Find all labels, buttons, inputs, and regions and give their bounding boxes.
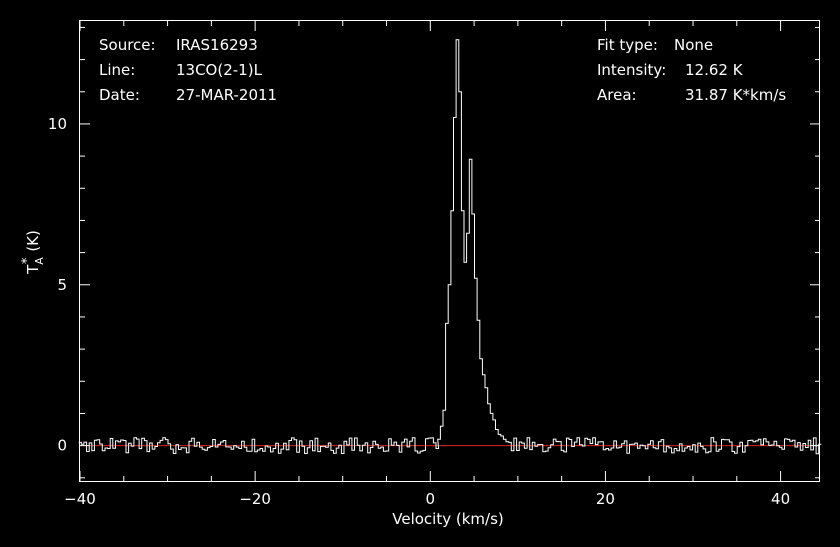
spectrum-trace	[78, 39, 822, 455]
area-value: 31.87 K*km/s	[685, 86, 786, 104]
plot-frame	[79, 20, 820, 482]
x-tick-label: 40	[771, 490, 790, 508]
intensity-label: Intensity:	[597, 61, 666, 79]
source-value: IRAS16293	[176, 36, 258, 54]
x-tick-label: −20	[239, 490, 271, 508]
y-label-sup: *	[20, 257, 35, 264]
y-tick-label: 10	[48, 115, 67, 133]
x-tick-label: 0	[426, 490, 436, 508]
line-label: Line:	[99, 61, 135, 79]
y-axis-label: TA* (K)	[20, 230, 46, 275]
y-label-main: T	[24, 264, 42, 275]
x-tick-label: −40	[64, 490, 96, 508]
svg-text:TA*(K): TA* (K)	[20, 230, 46, 275]
date-value: 27-MAR-2011	[176, 86, 277, 104]
y-label-unit: (K)	[24, 230, 42, 252]
y-tick-label: 5	[57, 276, 67, 294]
x-tick-label: 20	[596, 490, 615, 508]
ticks-group: −40 −20 0 20 40 0 5 10	[48, 21, 820, 508]
x-axis-label: Velocity (km/s)	[392, 510, 503, 528]
area-label: Area:	[597, 86, 637, 104]
y-label-sub: A	[33, 257, 46, 265]
info-left: Source: IRAS16293 Line: 13CO(2-1)L Date:…	[99, 36, 277, 104]
info-right: Fit type: None Intensity: 12.62 K Area: …	[597, 36, 786, 104]
trace-group	[78, 39, 822, 455]
date-label: Date:	[99, 86, 140, 104]
intensity-value: 12.62 K	[685, 61, 744, 79]
y-tick-label: 0	[57, 437, 67, 455]
fit-type-value: None	[674, 36, 713, 54]
source-label: Source:	[99, 36, 156, 54]
fit-type-label: Fit type:	[597, 36, 658, 54]
line-value: 13CO(2-1)L	[176, 61, 263, 79]
